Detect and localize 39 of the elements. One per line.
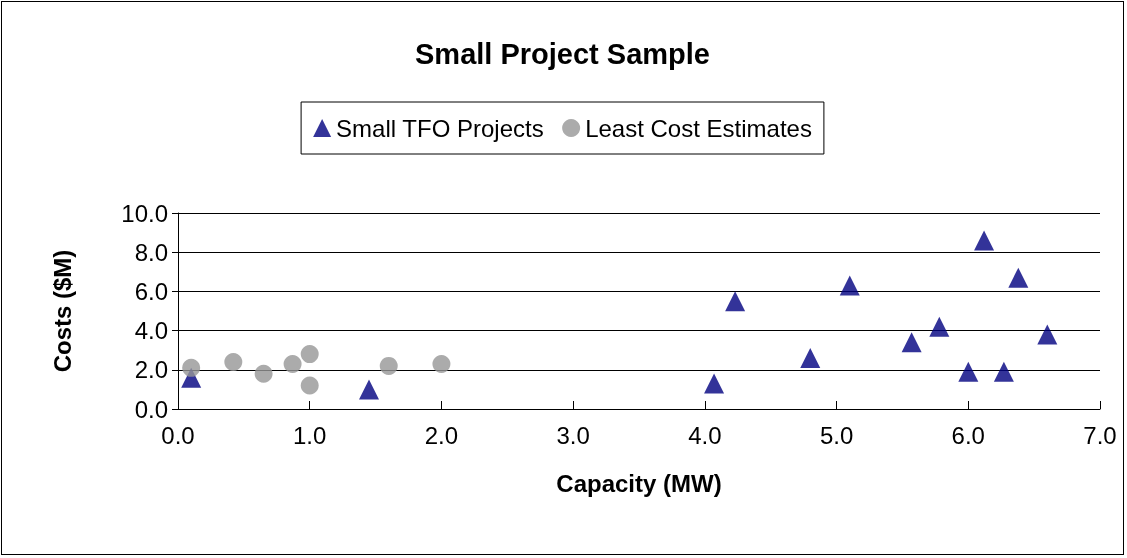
y-tick-label: 0.0 [134, 395, 168, 423]
point [725, 291, 746, 312]
y-tick-label: 2.0 [134, 356, 168, 384]
point [358, 379, 379, 400]
point [182, 358, 201, 377]
point [958, 361, 979, 382]
x-tick-label: 6.0 [951, 421, 985, 449]
point [993, 361, 1014, 382]
chart-title: Small Project Sample [415, 37, 710, 70]
point [254, 364, 273, 383]
x-tick-label: 4.0 [688, 421, 722, 449]
x-axis-title: Capacity (MW) [556, 469, 722, 497]
x-tick-label: 2.0 [424, 421, 459, 449]
legend-label: Small TFO Projects [336, 114, 544, 142]
x-tick-label: 3.0 [556, 421, 590, 449]
point [901, 332, 922, 353]
x-tick-label: 1.0 [293, 421, 327, 449]
x-tick-label: 0.0 [161, 421, 195, 449]
point [432, 354, 451, 373]
y-tick-label: 10.0 [121, 199, 168, 227]
point [283, 354, 302, 373]
point [839, 275, 860, 296]
point [224, 352, 243, 371]
y-tick-label: 6.0 [134, 277, 168, 305]
y-tick-label: 8.0 [134, 238, 168, 266]
point [929, 316, 950, 337]
point [974, 230, 995, 251]
point [800, 348, 821, 369]
point [704, 373, 725, 394]
legend-label: Least Cost Estimates [585, 114, 812, 142]
x-tick-label: 7.0 [1083, 421, 1117, 449]
point [300, 345, 319, 364]
y-axis-title: Costs ($M) [48, 249, 76, 373]
y-tick-label: 4.0 [134, 317, 168, 345]
point [379, 356, 398, 375]
x-tick-label: 5.0 [819, 421, 854, 449]
point [300, 376, 319, 395]
point [1008, 267, 1029, 288]
point [1037, 324, 1058, 345]
